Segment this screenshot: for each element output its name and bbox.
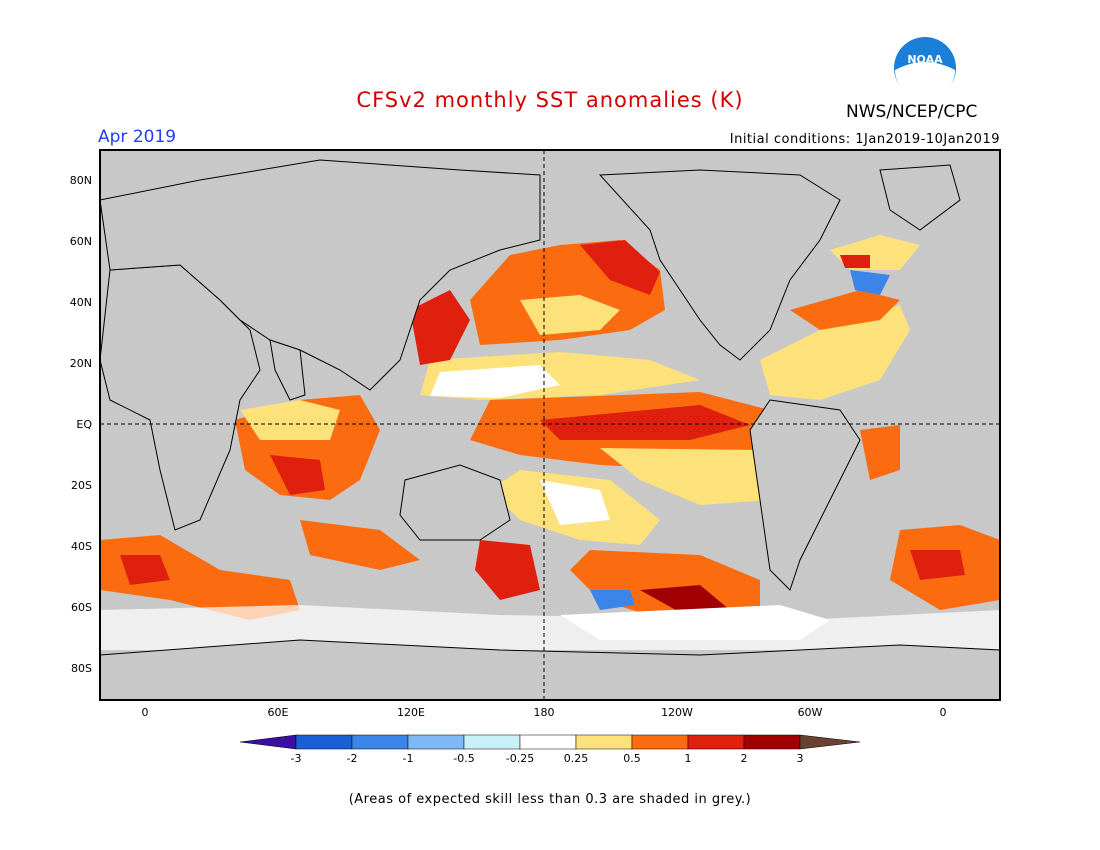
lat-label: 60S (71, 601, 92, 614)
colorbar-label: -3 (291, 752, 302, 765)
colorbar-swatch (519, 734, 577, 750)
colorbar-swatch (575, 734, 633, 750)
lon-label: 60E (268, 706, 289, 719)
map-frame (99, 149, 1001, 701)
initial-conditions: Initial conditions: 1Jan2019-10Jan2019 (729, 132, 1000, 147)
colorbar-extension-low (239, 734, 297, 750)
colorbar-swatch (295, 734, 353, 750)
skill-note: (Areas of expected skill less than 0.3 a… (348, 792, 752, 807)
colorbar-swatch (687, 734, 745, 750)
lat-label: 20N (70, 357, 92, 370)
colorbar-label: -2 (347, 752, 358, 765)
longitude-axis: 0 60E 120E 180 120W 60W 0 (142, 706, 947, 719)
colorbar-label: 2 (741, 752, 748, 765)
lat-label: EQ (76, 418, 92, 431)
lat-label: 40S (71, 540, 92, 553)
colorbar-label: -1 (403, 752, 414, 765)
colorbar-swatch (631, 734, 689, 750)
colorbar-swatch (407, 734, 465, 750)
forecast-month: Apr 2019 (98, 127, 177, 147)
colorbar-swatch (351, 734, 409, 750)
noaa-logo-icon: NOAA (894, 37, 956, 100)
colorbar-label: -0.25 (506, 752, 534, 765)
lon-label: 0 (940, 706, 947, 719)
latitude-axis: 80N 60N 40N 20N EQ 20S 40S 60S 80S (70, 174, 93, 675)
colorbar-label: -0.5 (453, 752, 474, 765)
colorbar-label: 0.5 (623, 752, 641, 765)
noaa-logo-text: NOAA (907, 53, 943, 66)
lon-label: 0 (142, 706, 149, 719)
lat-label: 60N (70, 235, 92, 248)
colorbar-extension-high (799, 734, 861, 750)
colorbar-swatch (743, 734, 801, 750)
lat-label: 80N (70, 174, 92, 187)
colorbar-label: 0.25 (564, 752, 589, 765)
anomaly-field (100, 235, 1000, 650)
colorbar-swatch (463, 734, 521, 750)
lat-label: 20S (71, 479, 92, 492)
map-title: CFSv2 monthly SST anomalies (K) (356, 88, 744, 112)
continent-outlines (99, 159, 1001, 701)
colorbar-labels: -3 -2 -1 -0.5 -0.25 0.25 0.5 1 2 3 (291, 752, 804, 765)
lat-label: 40N (70, 296, 92, 309)
lon-label: 180 (534, 706, 555, 719)
lon-label: 60W (798, 706, 823, 719)
lon-label: 120E (397, 706, 425, 719)
lat-label: 80S (71, 662, 92, 675)
colorbar (239, 734, 861, 750)
agency-label: NWS/NCEP/CPC (846, 102, 978, 122)
lon-label: 120W (661, 706, 693, 719)
colorbar-label: 3 (797, 752, 804, 765)
colorbar-label: 1 (685, 752, 692, 765)
